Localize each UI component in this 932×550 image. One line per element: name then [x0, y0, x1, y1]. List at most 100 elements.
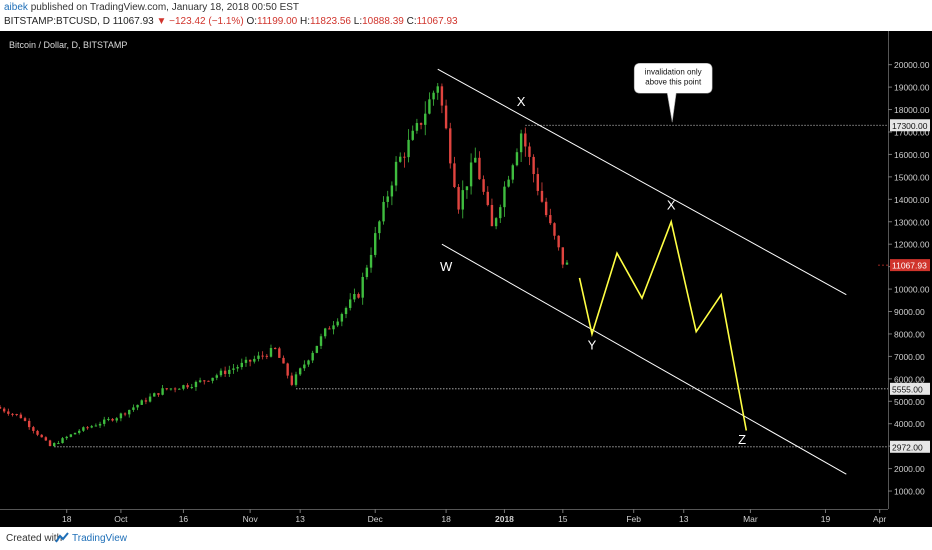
- tradingview-brand[interactable]: TradingView: [72, 533, 128, 544]
- y-tick-label: 5000.00: [894, 397, 925, 407]
- publish-info: aibek published on TradingView.com, Janu…: [4, 2, 299, 16]
- x-tick-label: 2018: [495, 514, 514, 524]
- candle-body: [161, 388, 164, 395]
- candle-body: [323, 328, 327, 337]
- candle-body: [290, 375, 294, 385]
- candle-body: [73, 432, 77, 435]
- level-tag-label: 5555.00: [892, 384, 923, 394]
- candle-body: [186, 385, 189, 388]
- candle-body: [136, 404, 139, 408]
- callout-text: invalidation only: [645, 67, 702, 76]
- x-tick-label: Dec: [368, 514, 384, 524]
- candle-body: [82, 427, 85, 431]
- candle-body: [173, 388, 177, 390]
- candle-body: [157, 393, 160, 395]
- last-price: 11067.93: [112, 16, 154, 27]
- candle-body: [336, 321, 339, 326]
- candle-body: [86, 427, 89, 429]
- candle-body: [453, 163, 456, 188]
- candle-body: [115, 418, 118, 421]
- candle-body: [382, 201, 385, 222]
- candle-body: [69, 434, 73, 437]
- candle-body: [557, 235, 560, 248]
- y-tick-label: 10000.00: [894, 285, 930, 295]
- candle-body: [94, 425, 98, 427]
- y-tick-label: 19000.00: [894, 83, 930, 93]
- candle-body: [182, 385, 185, 389]
- x-tick-label: 18: [441, 514, 451, 524]
- candle-body: [36, 430, 39, 435]
- x-tick-label: Oct: [114, 514, 128, 524]
- last-price-tag: [890, 259, 930, 272]
- author-link[interactable]: aibek: [4, 2, 28, 13]
- y-tick-label: 2000.00: [894, 464, 925, 474]
- created-with-text: Created with: [6, 533, 63, 544]
- candle-body: [348, 299, 352, 308]
- price-chart[interactable]: 1000.002000.003000.004000.005000.006000.…: [0, 31, 932, 527]
- candle-body: [103, 419, 106, 424]
- candle-body: [353, 294, 356, 300]
- candle-body: [294, 374, 298, 385]
- candle-body: [544, 201, 548, 216]
- candle-body: [378, 221, 381, 234]
- x-tick-label: 19: [821, 514, 831, 524]
- candle-body: [207, 380, 210, 382]
- y-tick-label: 1000.00: [894, 487, 925, 497]
- candle-body: [57, 443, 60, 445]
- candle-body: [257, 355, 260, 359]
- wave-label: X: [667, 197, 676, 212]
- candle-body: [78, 430, 81, 433]
- x-tick-label: Nov: [243, 514, 259, 524]
- candle-body: [7, 411, 10, 414]
- candle-body: [153, 393, 156, 397]
- candle-body: [144, 400, 148, 402]
- y-tick-label: 14000.00: [894, 195, 930, 205]
- candle-body: [178, 388, 181, 390]
- candle-body: [474, 157, 477, 163]
- candle-body: [465, 186, 469, 191]
- candle-body: [273, 348, 277, 350]
- candle-body: [407, 139, 410, 158]
- candle-body: [203, 380, 206, 382]
- candle-body: [519, 133, 523, 153]
- x-tick-label: 13: [679, 514, 689, 524]
- x-tick-label: Apr: [873, 514, 886, 524]
- y-tick-label: 8000.00: [894, 329, 925, 339]
- candle-body: [328, 328, 331, 330]
- candle-body: [374, 233, 377, 255]
- candle-body: [415, 123, 419, 131]
- candle-body: [0, 406, 2, 409]
- candle-body: [436, 86, 439, 93]
- candle-body: [44, 437, 48, 441]
- candle-body: [65, 436, 68, 439]
- candle-body: [261, 355, 264, 357]
- candle-body: [511, 165, 514, 180]
- wave-label: W: [440, 259, 453, 274]
- candle-body: [211, 377, 214, 381]
- last-price-label: 11067.93: [892, 261, 927, 271]
- candle-body: [515, 152, 519, 166]
- x-tick-label: 15: [558, 514, 568, 524]
- chart-area[interactable]: 1000.002000.003000.004000.005000.006000.…: [0, 31, 932, 527]
- publish-text: published on TradingView.com, January 18…: [30, 2, 300, 13]
- level-tag-label: 2972.00: [892, 442, 923, 452]
- y-tick-label: 9000.00: [894, 307, 925, 317]
- close-value: 11067.93: [416, 16, 458, 27]
- candle-body: [27, 420, 31, 428]
- candle-body: [140, 400, 143, 405]
- down-arrow-icon: ▼: [156, 16, 167, 27]
- candle-body: [469, 162, 473, 187]
- candle-body: [223, 370, 227, 374]
- candle-body: [165, 388, 168, 390]
- wave-label: Z: [738, 432, 746, 447]
- candle-body: [269, 348, 273, 357]
- candle-body: [111, 418, 114, 421]
- level-tag: [890, 382, 930, 395]
- candle-body: [432, 92, 435, 100]
- level-tag: [890, 440, 930, 453]
- y-tick-label: 13000.00: [894, 217, 930, 227]
- candle-body: [365, 267, 369, 277]
- candle-body: [2, 408, 6, 412]
- candle-body: [298, 368, 302, 375]
- candle-body: [394, 161, 398, 186]
